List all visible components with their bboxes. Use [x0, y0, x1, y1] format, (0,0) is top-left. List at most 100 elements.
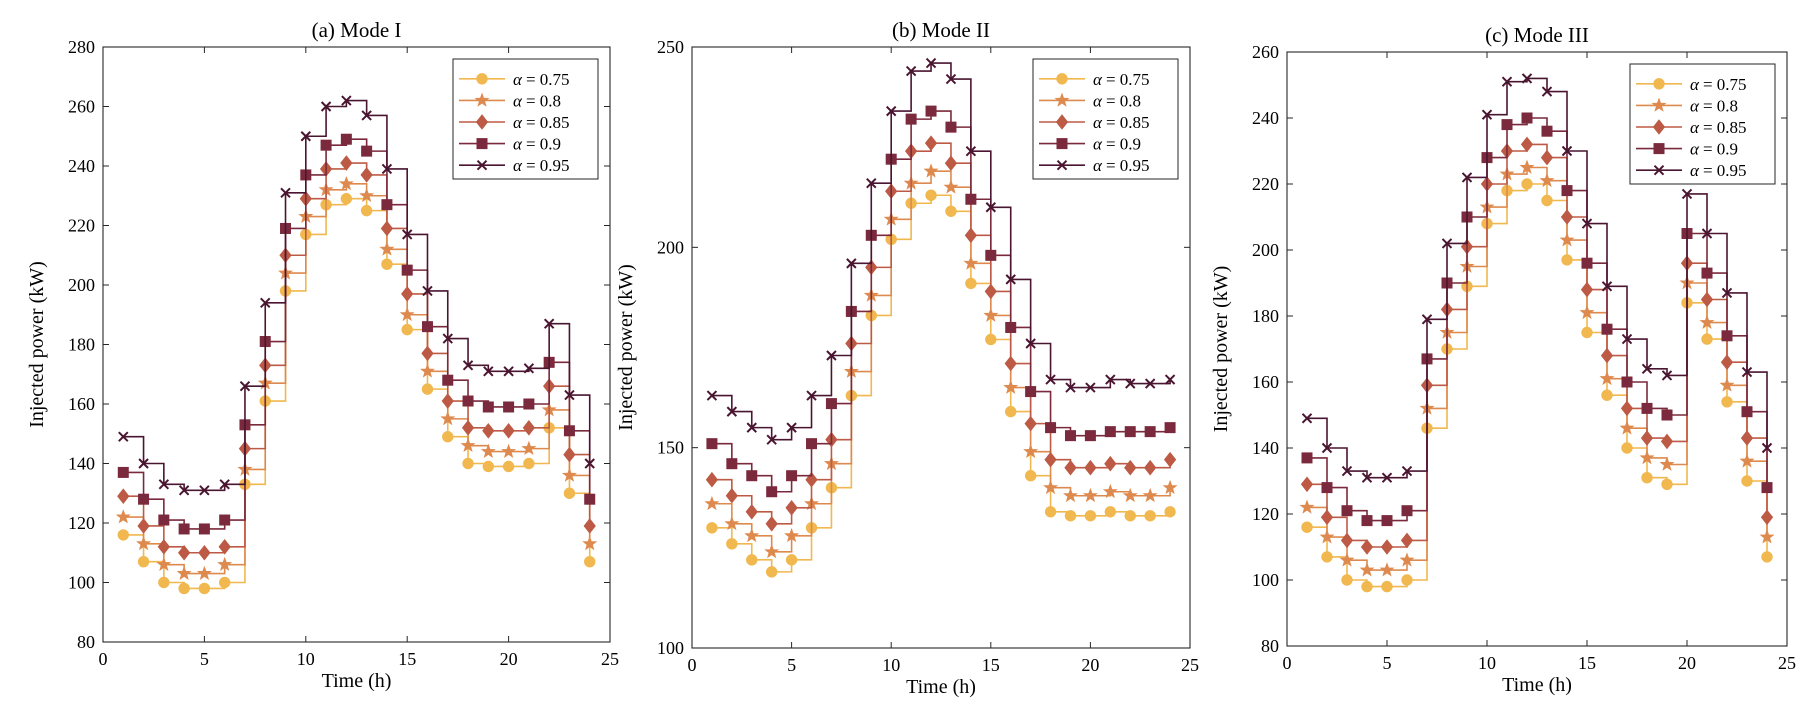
- x-tick-label: 25: [1181, 655, 1199, 675]
- data-point-marker: [1701, 333, 1713, 345]
- legend-label: α = 0.85: [1690, 118, 1747, 137]
- data-point-marker: [1301, 521, 1313, 533]
- data-point-marker: [502, 422, 515, 439]
- data-point-marker: [1561, 254, 1573, 266]
- legend-label: α = 0.95: [1690, 161, 1747, 180]
- legend-item-1: α = 0.75: [1039, 70, 1150, 89]
- data-point-marker: [785, 499, 798, 516]
- data-point-marker: [985, 249, 997, 261]
- y-tick-label: 160: [68, 394, 95, 414]
- x-tick-label: 15: [1578, 653, 1596, 673]
- data-point-marker: [1701, 267, 1713, 279]
- data-point-marker: [1380, 539, 1394, 555]
- data-point-marker: [1381, 472, 1393, 483]
- data-point-marker: [1025, 338, 1036, 349]
- legend-label-symbol: α: [1690, 161, 1700, 180]
- legend-item-1: α = 0.75: [1636, 75, 1747, 94]
- data-point-marker: [157, 538, 170, 555]
- data-point-marker: [1540, 149, 1554, 166]
- data-point-marker: [1661, 370, 1673, 381]
- data-point-marker: [1519, 159, 1535, 174]
- data-point-marker: [724, 515, 740, 531]
- legend-label: α = 0.75: [1690, 75, 1747, 94]
- data-point-marker: [584, 458, 595, 469]
- data-point-marker: [1401, 505, 1413, 517]
- data-point-marker: [1339, 552, 1355, 567]
- data-point-marker: [359, 187, 375, 203]
- data-point-marker: [705, 471, 719, 488]
- data-point-marker: [765, 566, 778, 578]
- legend-label: α = 0.75: [1093, 70, 1150, 89]
- legend-item-4: α = 0.9: [1636, 140, 1738, 159]
- data-point-marker: [1401, 574, 1413, 586]
- data-point-marker: [239, 380, 251, 392]
- legend-label-symbol: α: [1093, 91, 1103, 110]
- data-point-marker: [1062, 487, 1078, 503]
- data-point-marker: [806, 438, 818, 450]
- data-point-marker: [1003, 379, 1019, 394]
- data-point-marker: [480, 443, 496, 458]
- data-point-marker: [381, 258, 393, 270]
- y-tick-label: 120: [68, 513, 95, 533]
- y-tick-label: 240: [1252, 108, 1279, 128]
- data-point-marker: [462, 457, 474, 470]
- data-point-marker: [381, 199, 393, 211]
- data-point-marker: [1621, 376, 1633, 388]
- data-point-marker: [178, 582, 190, 595]
- data-point-marker: [885, 105, 897, 117]
- data-point-marker: [924, 135, 938, 151]
- legend-swatch-marker: [476, 73, 488, 85]
- data-point-marker: [217, 556, 233, 572]
- data-point-marker: [746, 554, 758, 566]
- data-point-marker: [136, 535, 152, 551]
- data-point-marker: [178, 523, 190, 535]
- legend-label-value: = 0.8: [1703, 96, 1738, 115]
- data-point-marker: [785, 554, 798, 566]
- data-point-marker: [1084, 510, 1097, 522]
- legend-label-value: = 0.8: [1106, 91, 1141, 110]
- data-point-marker: [461, 419, 475, 436]
- data-point-marker: [1341, 465, 1353, 477]
- data-point-marker: [1739, 453, 1755, 468]
- series-line: [123, 162, 591, 554]
- series-3: [705, 135, 1177, 532]
- data-point-marker: [1082, 487, 1098, 503]
- data-point-marker: [866, 178, 877, 189]
- data-point-marker: [1104, 506, 1117, 518]
- data-point-marker: [198, 544, 211, 561]
- data-point-marker: [1641, 472, 1653, 484]
- data-point-marker: [1661, 409, 1673, 421]
- data-point-marker: [1005, 321, 1017, 333]
- data-point-marker: [1701, 228, 1713, 239]
- data-point-marker: [401, 264, 413, 276]
- data-point-marker: [503, 366, 514, 377]
- data-point-marker: [117, 488, 130, 505]
- y-axis-label: Injected power (kW): [1210, 266, 1232, 433]
- legend-label-value: = 0.9: [1106, 135, 1141, 154]
- data-point-marker: [1761, 442, 1773, 454]
- data-point-marker: [379, 241, 395, 256]
- data-point-marker: [1299, 499, 1315, 514]
- data-point-marker: [1144, 426, 1156, 438]
- y-tick-label: 140: [68, 454, 95, 474]
- legend-item-5: α = 0.95: [1039, 156, 1150, 175]
- data-point-marker: [945, 205, 957, 217]
- data-point-marker: [1641, 402, 1653, 414]
- y-tick-label: 280: [68, 37, 95, 57]
- data-point-marker: [1481, 109, 1493, 120]
- data-point-marker: [502, 460, 515, 473]
- data-point-marker: [260, 297, 271, 309]
- x-tick-label: 25: [601, 649, 619, 669]
- legend-item-4: α = 0.9: [1039, 135, 1141, 154]
- y-tick-label: 180: [68, 335, 95, 355]
- data-point-marker: [744, 527, 760, 543]
- data-point-marker: [1124, 459, 1137, 476]
- data-point-marker: [1361, 472, 1373, 483]
- data-point-marker: [543, 318, 555, 329]
- data-point-marker: [199, 485, 210, 496]
- data-point-marker: [1721, 287, 1733, 299]
- series-line: [1307, 77, 1768, 479]
- data-point-marker: [1579, 304, 1595, 320]
- data-point-marker: [1024, 470, 1037, 482]
- legend-label: α = 0.9: [513, 135, 561, 154]
